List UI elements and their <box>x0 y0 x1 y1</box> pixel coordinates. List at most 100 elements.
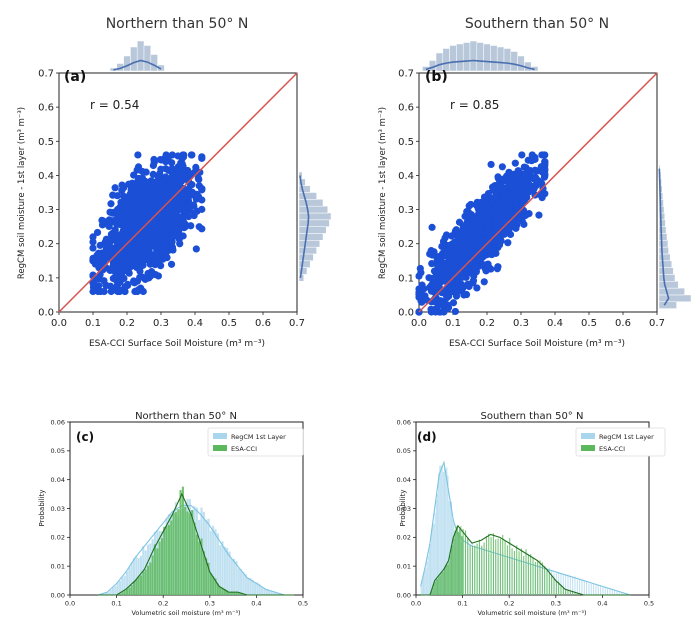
density-bar-esacci <box>455 526 457 595</box>
scatter-point <box>514 167 522 175</box>
scatter-point <box>187 151 196 159</box>
density-bar-esacci <box>502 534 504 595</box>
scatter-point <box>117 198 125 206</box>
density-bar-regcm <box>562 575 564 595</box>
scatter-point <box>134 258 142 266</box>
scatter-point <box>437 262 445 270</box>
density-curve-regcm <box>97 505 294 596</box>
marginal-x-bar <box>456 43 464 72</box>
density-bar-esacci <box>200 538 203 595</box>
scatter-point <box>139 287 147 296</box>
scatter-point <box>107 200 115 208</box>
scatter-point <box>195 223 203 231</box>
marginal-x-bar <box>130 46 138 72</box>
scatter-point <box>113 192 121 200</box>
scatter-point <box>126 196 134 204</box>
density-bar-regcm <box>600 585 602 595</box>
scatter-point <box>448 283 456 292</box>
legend-swatch-regcm <box>581 433 595 439</box>
scatter-point <box>163 183 171 191</box>
density-bar-esacci <box>443 568 446 595</box>
scatter-point <box>167 260 176 268</box>
scatter-point <box>119 213 128 222</box>
scatter-point <box>116 278 124 286</box>
density-bar-regcm <box>207 518 210 595</box>
scatter-point <box>515 213 523 221</box>
density-bar-esacci <box>163 526 166 595</box>
scatter-point <box>466 212 474 221</box>
scatter-point <box>444 305 452 313</box>
density-bar-regcm <box>242 572 245 595</box>
scatter-point <box>102 235 111 243</box>
density-bar-regcm <box>616 590 618 595</box>
density-bar-esacci <box>523 555 525 595</box>
density-bar-regcm <box>443 466 446 595</box>
density-bar-esacci <box>149 562 152 595</box>
density-bar-regcm <box>247 577 250 595</box>
marginal-y-bar <box>298 205 329 214</box>
density-bar-regcm <box>256 582 259 595</box>
marginal-x-bar <box>123 55 131 72</box>
density-bar-esacci <box>537 559 539 595</box>
scatter-point <box>504 239 512 247</box>
density-bar-regcm <box>244 574 247 595</box>
density-curve-esacci <box>420 524 631 596</box>
density-bar-esacci <box>506 545 508 595</box>
density-bar-esacci <box>125 588 129 595</box>
scatter-point <box>119 285 127 294</box>
density-bar-regcm <box>268 590 271 595</box>
y-tick-label-d-6: 0.06 <box>397 418 411 426</box>
scatter-point <box>168 165 176 173</box>
density-bar-esacci <box>130 585 133 595</box>
marginal-x-bar <box>510 51 518 72</box>
density-bar-regcm <box>428 547 430 595</box>
y-tick-label-b-0: 0.0 <box>398 308 414 319</box>
density-bar-regcm <box>221 541 224 595</box>
density-bar-regcm <box>109 589 112 595</box>
density-bar-esacci <box>135 579 138 595</box>
y-tick-label-c-2: 0.02 <box>51 534 65 542</box>
legend-swatch-esacci <box>213 445 227 451</box>
density-bar-esacci <box>551 576 553 595</box>
scatter-point <box>183 209 191 217</box>
scatter-point <box>535 211 543 219</box>
panel-d-title: Southern than 50° N <box>481 411 584 422</box>
scatter-point <box>474 263 482 271</box>
x-tick-label-b-5: 0.5 <box>581 318 597 329</box>
scatter-point <box>467 220 475 228</box>
legend-label-esacci: ESA-CCI <box>599 445 625 453</box>
y-tick-label-c-1: 0.01 <box>51 562 65 570</box>
scatter-point <box>425 274 433 282</box>
scatter-point <box>507 195 515 203</box>
scatter-point <box>195 175 203 184</box>
density-bar-esacci <box>530 554 532 595</box>
marginal-y-bar <box>658 281 679 289</box>
density-bar-regcm <box>233 558 236 595</box>
density-bar-regcm <box>618 591 620 595</box>
scatter-point <box>162 173 170 181</box>
scatter-point <box>487 265 495 273</box>
legend-label-regcm: RegCM 1st Layer <box>599 433 654 441</box>
density-bar-regcm <box>214 529 217 595</box>
scatter-point <box>184 166 192 175</box>
scatter-point <box>502 207 510 215</box>
density-bar-regcm <box>216 533 219 595</box>
scatter-point <box>485 244 493 252</box>
density-bar-esacci <box>497 538 499 595</box>
scatter-point <box>484 216 492 224</box>
density-bar-esacci <box>237 592 240 595</box>
scatter-point <box>134 151 142 159</box>
scatter-point <box>480 236 488 244</box>
density-bar-esacci <box>460 526 462 595</box>
density-bar-esacci <box>446 564 448 595</box>
scatter-point <box>89 244 97 252</box>
scatter-point <box>520 176 529 185</box>
scatter-point <box>531 174 540 182</box>
x-tick-label-a-7: 0.7 <box>289 318 305 329</box>
density-bar-esacci <box>457 531 459 595</box>
density-bar-regcm <box>447 475 449 595</box>
scatter-point <box>164 233 173 241</box>
density-bar-regcm <box>614 589 616 595</box>
y-tick-label-a-6: 0.6 <box>38 103 54 114</box>
density-bar-esacci <box>223 588 226 595</box>
